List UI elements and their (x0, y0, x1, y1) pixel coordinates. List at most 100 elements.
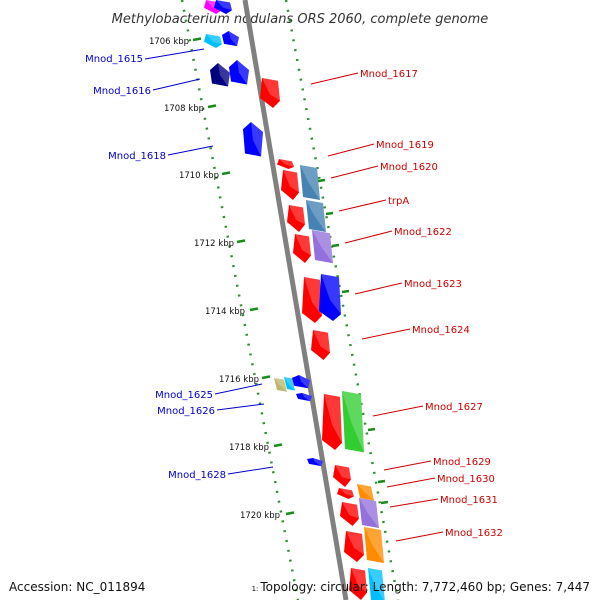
strand-dash-7 (380, 500, 389, 505)
gene-arrow-highlight (342, 391, 364, 453)
gene-label-mnod-1630: Mnod_1630 (437, 474, 495, 485)
leader-line-left-4 (214, 383, 263, 395)
gene-arrow-10 (281, 170, 299, 200)
scale-tick-mark-4 (236, 239, 246, 244)
gene-arrow-highlight (321, 274, 341, 315)
gene-arrow-29 (340, 502, 359, 526)
gene-label-mnod-1632: Mnod_1632 (445, 528, 503, 539)
tick-label-1712: 1712 kbp (194, 239, 234, 249)
gene-label-trpa: trpA (388, 196, 409, 207)
gene-arrow-highlight (368, 568, 385, 600)
gene-arrow-highlight (306, 200, 326, 233)
gene-arrow-highlight (206, 34, 222, 45)
gene-arrow-33 (349, 568, 367, 600)
gene-label-mnod-1620: Mnod_1620 (380, 162, 438, 173)
gene-arrow-17 (319, 274, 341, 321)
gene-arrow-highlight (300, 165, 320, 201)
gene-arrow-highlight (359, 498, 379, 529)
leader-line-left-3 (167, 145, 214, 156)
gene-arrow-20 (284, 377, 295, 391)
gene-arrow-11 (300, 165, 320, 201)
tick-label-1708: 1708 kbp (164, 104, 204, 114)
gene-arrow-highlight (339, 488, 354, 497)
gene-arrow-26 (333, 465, 351, 487)
scale-tick-mark-6 (261, 375, 271, 380)
gene-label-mnod-1622: Mnod_1622 (394, 227, 452, 238)
gene-arrow-highlight (335, 465, 351, 480)
gene-label-mnod-1615: Mnod_1615 (85, 54, 143, 65)
strand-dot-lines (180, 0, 400, 600)
gene-arrow-3 (204, 34, 222, 48)
gene-arrow-highlight (351, 568, 367, 593)
gene-arrow-7 (260, 78, 280, 108)
gene-label-mnod-1628: Mnod_1628 (168, 470, 226, 481)
leader-line-right-4 (338, 199, 387, 212)
gene-features (204, 0, 385, 600)
gene-arrow-28 (357, 484, 374, 501)
gene-arrow-4 (222, 31, 239, 47)
strand-dot-line-1 (180, 0, 300, 600)
tick-label-1720: 1720 kbp (240, 511, 280, 521)
leader-line-right-10 (386, 477, 436, 488)
scale-tick-mark-8 (285, 511, 295, 516)
leader-line-right-8 (372, 405, 424, 417)
gene-arrow-highlight (304, 277, 322, 316)
leader-line-left-5 (216, 403, 265, 411)
gene-arrow-highlight (218, 63, 230, 87)
gene-arrow-14 (293, 234, 311, 263)
gene-label-mnod-1624: Mnod_1624 (412, 325, 470, 336)
leader-line-right-5 (344, 230, 393, 244)
label-leader-lines (144, 48, 444, 542)
gene-arrow-highlight (284, 377, 295, 391)
gene-label-mnod-1616: Mnod_1616 (93, 86, 151, 97)
tick-label-1718: 1718 kbp (229, 443, 269, 453)
leader-line-right-2 (327, 143, 375, 157)
tick-label-1714: 1714 kbp (205, 307, 245, 317)
strand-dash-2 (325, 211, 334, 216)
gene-label-mnod-1627: Mnod_1627 (425, 402, 483, 413)
gene-arrow-highlight (357, 484, 374, 501)
leader-line-left-6 (227, 466, 274, 475)
gene-arrow-27 (337, 488, 354, 499)
gene-arrow-13 (306, 200, 326, 233)
strand-dash-5 (367, 427, 376, 432)
gene-label-mnod-1617: Mnod_1617 (360, 69, 418, 80)
gene-arrow-highlight (279, 159, 294, 167)
gene-arrow-highlight (295, 234, 311, 256)
gene-arrow-12 (287, 205, 305, 232)
gene-labels-left: Mnod_1615 Mnod_1616 Mnod_1618 Mnod_1625 … (85, 54, 226, 481)
genome-backbone (242, 0, 349, 600)
gene-arrow-6 (229, 60, 249, 85)
scale-tick-mark-2 (207, 104, 217, 109)
gene-arrow-19 (274, 378, 287, 392)
gene-arrow-highlight (312, 230, 333, 264)
accession-text: Accession: NC_011894 (9, 580, 146, 594)
topology-prefix: 1: (251, 585, 259, 593)
gene-label-mnod-1629: Mnod_1629 (433, 457, 491, 468)
gene-arrow-34 (368, 568, 385, 600)
gene-arrow-highlight (313, 458, 323, 467)
gene-label-mnod-1625: Mnod_1625 (155, 390, 213, 401)
gene-arrow-highlight (262, 78, 280, 101)
gene-arrow-highlight (228, 31, 239, 47)
leader-line-right-12 (395, 531, 444, 542)
gene-arrow-5 (210, 63, 230, 87)
gene-arrow-30 (359, 498, 379, 529)
strand-dash-4 (341, 289, 350, 294)
gene-label-mnod-1623: Mnod_1623 (404, 279, 462, 290)
topology-text: 1: Topology: circular; Length: 7,772,460 … (252, 580, 590, 594)
gene-label-mnod-1626: Mnod_1626 (157, 406, 215, 417)
gene-arrow-highlight (274, 378, 287, 392)
tick-label-1716: 1716 kbp (219, 375, 259, 385)
leader-line-right-7 (361, 328, 411, 340)
scale-tick-marks (192, 37, 389, 516)
gene-arrow-25 (307, 458, 323, 467)
gene-labels-right: Mnod_1617 Mnod_1619 Mnod_1620 trpA Mnod_… (360, 69, 503, 539)
gene-arrow-16 (302, 277, 322, 323)
gene-arrow-23 (322, 394, 342, 450)
map-title: Methylobacterium nodulans ORS 2060, comp… (112, 12, 489, 27)
gene-arrow-15 (312, 230, 333, 264)
tick-label-1710: 1710 kbp (179, 171, 219, 181)
gene-arrow-highlight (251, 122, 263, 157)
